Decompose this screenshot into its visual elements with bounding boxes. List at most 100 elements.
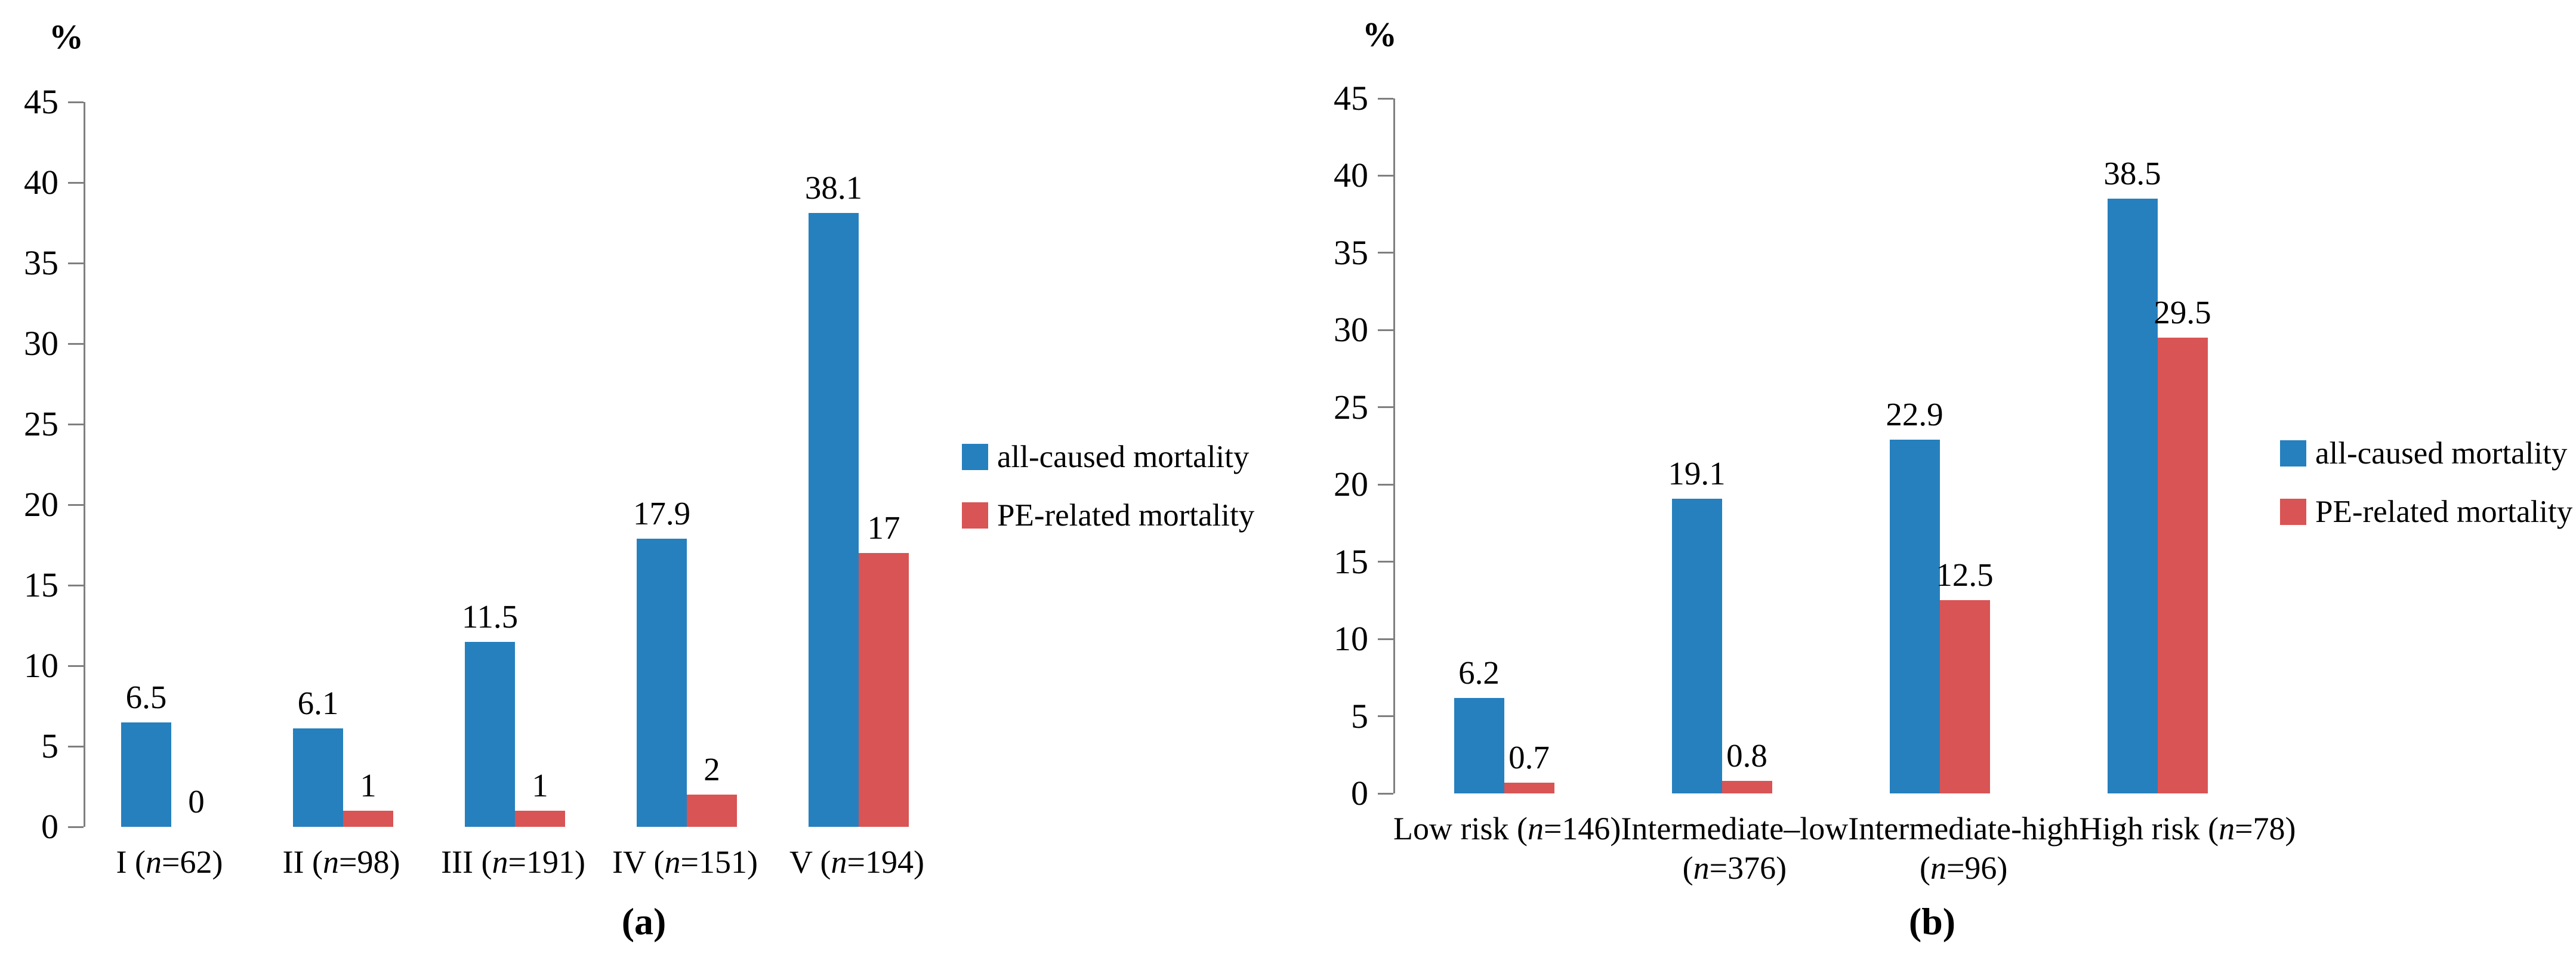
legend-item: all-caused mortality — [2280, 435, 2572, 471]
legend-item-label: PE-related mortality — [997, 498, 1255, 533]
bar-group: 38.1 17 — [773, 102, 945, 827]
y-axis-tick — [68, 342, 84, 345]
x-category-label-line: Intermediate-high — [1848, 811, 2080, 847]
bar-value-label: 17 — [867, 509, 900, 546]
y-axis-tick-label: 15 — [24, 566, 58, 605]
y-axis-tick — [1378, 792, 1393, 795]
y-axis-tick — [1378, 483, 1393, 486]
y-axis-tick — [1378, 715, 1393, 718]
y-axis-tick-label: 5 — [41, 727, 58, 766]
bar-pe-related: 0.7 — [1504, 739, 1554, 793]
bar-group: 6.5 0 — [85, 102, 257, 827]
plot-area: 0 5 10 15 20 25 30 35 40 45 6.5 0 6.1 1 11.5 1 17.9 2 38.1… — [24, 85, 945, 844]
legend: all-caused mortality PE-related mortality — [2280, 435, 2572, 552]
bar-groups: 6.2 0.7 19.1 0.8 22.9 12.5 38.5 29.5 — [1395, 98, 2266, 793]
y-axis-tick — [68, 745, 84, 747]
bar-group: 11.5 1 — [429, 102, 601, 827]
y-axis-tick-label: 40 — [24, 163, 58, 202]
y-axis-tick-label: 30 — [24, 324, 58, 363]
x-category-label: I (n=62) — [84, 842, 255, 882]
bar-group: 38.5 29.5 — [2049, 98, 2266, 793]
x-axis-labels: Low risk (n=146) Intermediate–low (n=376) I… — [1393, 809, 2296, 888]
x-category-label: V (n=194) — [771, 842, 943, 882]
y-axis-tick-label: 10 — [1334, 619, 1368, 659]
y-axis-tick — [68, 503, 84, 506]
bar-value-label: 0.7 — [1508, 739, 1550, 776]
legend-item-label: all-caused mortality — [997, 440, 1250, 474]
bar-value-label: 1 — [360, 767, 377, 804]
x-category-label-line: High risk (n=78) — [2079, 811, 2296, 847]
bar-pe-related: 0.8 — [1722, 738, 1772, 793]
y-axis-tick-label: 25 — [24, 404, 58, 443]
bar-value-label: 38.1 — [804, 169, 863, 206]
bar-value-label: 38.5 — [2103, 155, 2161, 192]
bar-groups: 6.5 0 6.1 1 11.5 1 17.9 2 38.1 17 — [85, 102, 945, 827]
y-axis-tick-label: 20 — [1334, 465, 1368, 504]
x-category-label-line: IV (n=151) — [612, 844, 758, 880]
legend-item: all-caused mortality — [962, 439, 1254, 475]
bar-value-label: 6.5 — [125, 678, 167, 715]
x-category-label-line: Intermediate–low — [1621, 811, 1849, 847]
panel-caption: (b) — [1908, 900, 1956, 943]
x-category-label-line: I (n=62) — [116, 844, 223, 880]
legend-item-label: PE-related mortality — [2315, 495, 2573, 529]
legend-item: PE-related mortality — [962, 498, 1254, 533]
bar-all-caused: 11.5 — [462, 598, 518, 827]
legend-swatch-icon — [2280, 440, 2306, 467]
bar-pe-related: 1 — [515, 768, 565, 827]
y-axis-tick — [68, 262, 84, 264]
y-axis-unit-label: % — [1362, 15, 1397, 54]
legend-swatch-icon — [962, 444, 988, 470]
y-axis-tick-label: 35 — [24, 243, 58, 282]
x-category-label-line: III (n=191) — [441, 844, 585, 880]
bar-value-label: 12.5 — [1936, 557, 1994, 594]
bar-all-caused: 19.1 — [1668, 455, 1726, 793]
x-axis-labels: I (n=62) II (n=98) III (n=191) IV (n=151) V … — [84, 842, 943, 882]
bar-all-caused: 6.5 — [121, 679, 171, 827]
bar-value-label: 2 — [704, 751, 720, 788]
bar-value-label: 6.2 — [1458, 654, 1500, 691]
y-axis-tick — [1378, 97, 1393, 100]
y-axis-tick — [68, 181, 84, 184]
x-category-label-line: V (n=194) — [789, 844, 924, 880]
x-category-label-line: Low risk (n=146) — [1393, 811, 1621, 847]
bar-value-label: 0 — [188, 783, 205, 820]
legend-swatch-icon — [962, 502, 988, 529]
bar-value-label: 22.9 — [1886, 396, 1943, 433]
y-axis-tick-label: 20 — [24, 485, 58, 524]
legend-item-label: all-caused mortality — [2315, 436, 2568, 471]
y-axis-tick — [1378, 638, 1393, 640]
bar-all-caused: 6.1 — [293, 685, 343, 827]
panel-a: % 0 5 10 15 20 25 30 35 40 45 6.5 0 6.1 1 11.5 1 17.9 2 38.… — [24, 17, 1254, 943]
bar-all-caused: 38.1 — [805, 170, 862, 827]
bar-all-caused: 22.9 — [1886, 397, 1943, 793]
bar-pe-related: 29.5 — [2154, 295, 2211, 793]
legend-item: PE-related mortality — [2280, 494, 2572, 530]
bar-all-caused: 38.5 — [2103, 156, 2161, 793]
bar-group: 19.1 0.8 — [1613, 98, 1831, 793]
y-axis-tick — [68, 584, 84, 586]
y-axis-tick-label: 40 — [1334, 156, 1368, 195]
bar-group: 17.9 2 — [601, 102, 773, 827]
x-category-label-line: (n=96) — [1919, 850, 2008, 886]
x-category-label-line: II (n=98) — [282, 844, 400, 880]
legend-swatch-icon — [2280, 499, 2306, 525]
panel-caption: (a) — [621, 900, 667, 943]
x-category-label: Low risk (n=146) — [1393, 809, 1621, 888]
y-axis-tick — [68, 423, 84, 425]
bar-pe-related: 2 — [687, 752, 737, 827]
x-category-label-line: (n=376) — [1682, 850, 1787, 886]
x-category-label: Intermediate-high (n=96) — [1848, 809, 2079, 888]
bar-value-label: 11.5 — [461, 598, 519, 635]
y-axis-tick — [68, 826, 84, 828]
y-axis-tick — [1378, 329, 1393, 331]
plot-area: 0 5 10 15 20 25 30 35 40 45 6.2 0.7 19.1 0.8 22.9 12.5 3… — [1334, 81, 2266, 811]
bar-pe-related: 1 — [343, 768, 393, 827]
y-axis-tick — [68, 665, 84, 667]
panel-b: % 0 5 10 15 20 25 30 35 40 45 6.2 0.7 19.1 0.8 22.9 12.5… — [1288, 0, 2576, 970]
y-axis-unit-label: % — [49, 17, 84, 56]
bar-value-label: 29.5 — [2154, 294, 2211, 331]
bar-value-label: 17.9 — [633, 495, 691, 532]
legend: all-caused mortality PE-related mortality — [962, 439, 1254, 556]
